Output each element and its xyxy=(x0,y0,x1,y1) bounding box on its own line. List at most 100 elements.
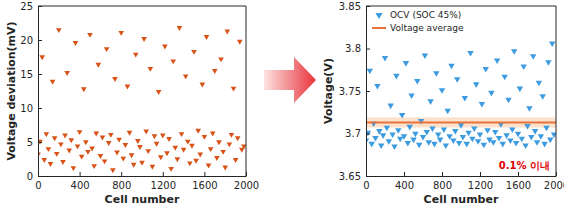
y-tick: 3.85 xyxy=(339,1,370,12)
point xyxy=(534,140,540,146)
point xyxy=(405,141,411,147)
point xyxy=(143,129,149,134)
point xyxy=(532,129,538,135)
point xyxy=(156,90,162,95)
point xyxy=(229,133,235,138)
x-tick-mark xyxy=(404,172,405,176)
point xyxy=(526,106,532,112)
x-axis: 0400800120016002000 xyxy=(363,172,564,191)
point xyxy=(216,140,222,145)
point xyxy=(218,57,224,62)
y-tick-label: 5 xyxy=(27,137,33,148)
point xyxy=(183,74,189,79)
x-tick-label: 0 xyxy=(35,180,41,191)
point xyxy=(68,138,74,143)
point xyxy=(48,162,54,167)
point xyxy=(541,142,547,148)
point xyxy=(386,139,392,145)
point xyxy=(158,155,164,160)
point xyxy=(154,142,160,147)
point xyxy=(448,64,454,70)
point xyxy=(528,135,534,141)
point xyxy=(456,141,462,147)
average-line xyxy=(366,121,556,123)
point xyxy=(62,134,68,139)
point xyxy=(424,130,430,136)
point xyxy=(492,130,498,136)
y-tick-label: 25 xyxy=(20,1,33,12)
point xyxy=(481,143,487,149)
point xyxy=(488,91,494,97)
point xyxy=(382,56,388,62)
point xyxy=(95,63,101,68)
point xyxy=(50,80,56,85)
x-tick: 1600 xyxy=(506,172,531,191)
point xyxy=(54,152,60,157)
point xyxy=(467,51,473,57)
y-tick-label: 0 xyxy=(27,171,33,182)
point xyxy=(515,132,521,138)
y-tick: 3.7 xyxy=(345,128,370,139)
point xyxy=(193,159,199,164)
point xyxy=(175,157,181,162)
point xyxy=(112,77,118,82)
point xyxy=(387,104,393,110)
chart-svg: 04008001200160020000510152025Cell number… xyxy=(0,0,564,208)
point xyxy=(91,164,97,169)
point xyxy=(191,50,197,55)
point xyxy=(530,54,536,60)
point xyxy=(520,64,526,70)
x-tick: 400 xyxy=(71,172,90,191)
point xyxy=(494,59,500,65)
point xyxy=(522,144,528,150)
point xyxy=(46,147,52,152)
chart-root: 04008001200160020000510152025Cell number… xyxy=(0,0,564,208)
point xyxy=(77,130,83,135)
point xyxy=(52,136,58,141)
plot-area xyxy=(38,26,246,173)
point xyxy=(454,77,460,83)
y-tick-label: 3.65 xyxy=(339,171,361,182)
point xyxy=(131,163,137,168)
point xyxy=(110,168,116,173)
point xyxy=(517,87,523,93)
point xyxy=(75,144,81,149)
y-tick-mark xyxy=(38,142,42,143)
point xyxy=(168,167,174,172)
point xyxy=(367,69,373,75)
point xyxy=(378,144,384,150)
point xyxy=(431,142,437,148)
point xyxy=(397,137,403,143)
x-tick: 2000 xyxy=(544,172,564,191)
point xyxy=(227,142,233,147)
point xyxy=(543,126,549,132)
point xyxy=(104,47,110,52)
point xyxy=(162,44,168,49)
point xyxy=(120,157,126,162)
point xyxy=(511,49,517,55)
point xyxy=(71,166,77,171)
point xyxy=(222,166,228,171)
point xyxy=(133,53,139,58)
point xyxy=(93,132,99,137)
point xyxy=(551,132,556,138)
legend-marker xyxy=(375,13,382,19)
point xyxy=(177,26,183,31)
x-tick: 1600 xyxy=(192,172,217,191)
point xyxy=(85,150,91,155)
x-tick: 800 xyxy=(112,172,131,191)
y-tick-mark xyxy=(366,176,370,177)
point xyxy=(81,87,87,92)
point xyxy=(519,137,525,143)
point xyxy=(465,131,471,137)
point xyxy=(114,151,120,156)
point xyxy=(458,123,464,129)
point xyxy=(39,55,45,60)
x-axis-label: Cell number xyxy=(424,193,499,206)
point xyxy=(195,129,201,134)
point xyxy=(475,139,481,145)
x-tick-mark xyxy=(163,172,164,176)
point xyxy=(500,142,506,148)
point xyxy=(380,133,386,139)
point xyxy=(60,160,66,165)
